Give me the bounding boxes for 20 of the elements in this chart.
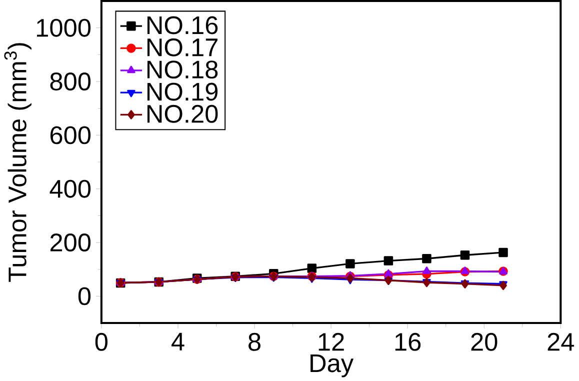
x-tick-label: 20	[471, 332, 498, 351]
x-tick-label: 24	[548, 332, 574, 350]
legend-label: NO.17	[147, 38, 218, 56]
x-tick-label: 12	[318, 332, 344, 350]
legend-label: NO.19	[147, 82, 218, 100]
legend-label: NO.18	[147, 60, 218, 78]
y-tick-label: 400	[50, 180, 91, 198]
x-tick-label: 0	[95, 332, 108, 351]
y-tick-label: 1000	[37, 18, 91, 37]
legend-label: NO.16	[147, 16, 218, 34]
y-tick-label: 600	[50, 126, 91, 144]
y-tick-label: 0	[78, 286, 91, 305]
x-tick-label: 4	[171, 332, 184, 350]
x-tick-label: 8	[248, 332, 260, 351]
x-axis-title: Day	[310, 354, 354, 378]
x-tick-label: 16	[395, 332, 421, 351]
y-tick-label: 200	[50, 233, 91, 252]
y-axis-title: Tumor Volume (mm$^{3}$)	[4, 42, 32, 282]
legend-label: NO.20	[147, 104, 218, 123]
y-tick-label: 800	[50, 72, 91, 90]
